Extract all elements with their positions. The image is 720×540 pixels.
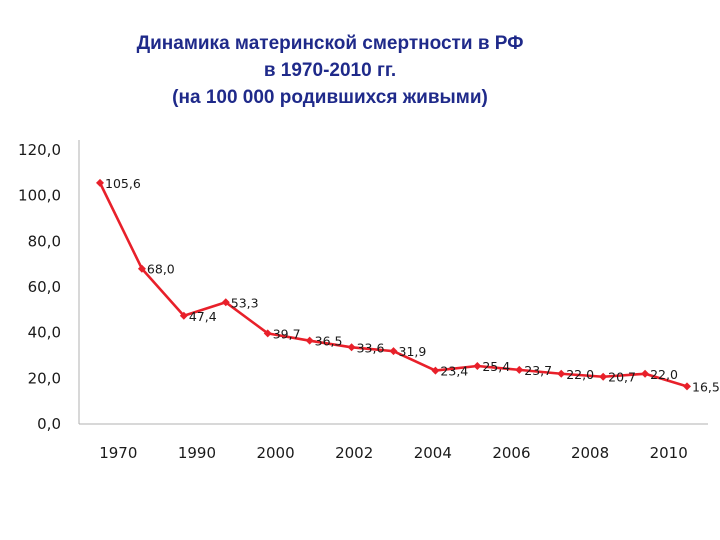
data-point — [221, 298, 230, 307]
y-tick-label: 40,0 — [28, 324, 61, 342]
chart-title-line-3: (на 100 000 родившихся живыми) — [172, 87, 488, 108]
data-label: 16,5 — [692, 379, 720, 394]
x-tick-label: 1990 — [178, 444, 216, 462]
x-tick-label: 2000 — [256, 444, 294, 462]
data-label: 23,7 — [524, 363, 552, 378]
data-label: 23,4 — [440, 364, 468, 379]
y-tick-label: 100,0 — [18, 187, 61, 205]
data-point — [641, 369, 650, 378]
data-label: 25,4 — [482, 359, 510, 374]
x-tick-label: 2004 — [414, 444, 452, 462]
data-label: 31,9 — [399, 344, 427, 359]
y-tick-label: 120,0 — [18, 141, 61, 159]
data-label: 20,7 — [608, 370, 636, 385]
chart-title-line-2: в 1970-2010 гг. — [263, 60, 397, 81]
data-label: 47,4 — [189, 309, 217, 324]
data-label: 22,0 — [650, 367, 678, 382]
y-tick-label: 20,0 — [28, 369, 61, 387]
y-tick-label: 0,0 — [37, 415, 61, 433]
data-point — [305, 336, 314, 345]
x-tick-label: 1970 — [99, 444, 137, 462]
y-tick-label: 60,0 — [28, 278, 61, 296]
data-label: 39,7 — [273, 326, 301, 341]
y-tick-label: 80,0 — [28, 232, 61, 250]
data-point — [96, 178, 104, 187]
data-point — [389, 347, 398, 356]
chart-title-line-1: Динамика материнской смертности в РФ — [136, 33, 524, 54]
x-tick-label: 2008 — [571, 444, 609, 462]
data-label: 68,0 — [147, 262, 175, 277]
x-tick-label: 2010 — [650, 444, 688, 462]
data-point — [515, 365, 524, 374]
data-point — [263, 329, 272, 338]
data-point — [599, 372, 608, 381]
data-point — [683, 382, 691, 391]
data-label: 53,3 — [231, 295, 259, 310]
data-label: 36,5 — [315, 334, 343, 349]
x-tick-label: 2006 — [492, 444, 530, 462]
chart-title: Динамика материнской смертности в РФ в 1… — [0, 30, 660, 111]
data-point — [179, 311, 188, 320]
data-point — [137, 264, 146, 273]
data-label: 105,6 — [105, 176, 141, 191]
data-label: 22,0 — [566, 367, 594, 382]
series-line — [98, 182, 688, 388]
data-point — [473, 362, 482, 371]
data-point — [347, 343, 356, 352]
data-point — [557, 369, 566, 378]
data-point — [431, 366, 440, 375]
x-tick-label: 2002 — [335, 444, 373, 462]
data-label: 33,6 — [357, 340, 385, 355]
